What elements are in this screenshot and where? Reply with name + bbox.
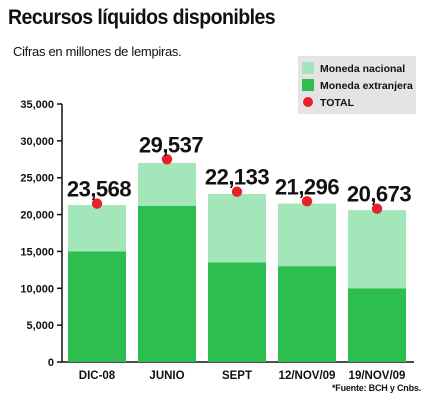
y-tick-label: 15,000 xyxy=(20,246,54,258)
y-tick-label: 30,000 xyxy=(20,136,54,148)
bar-moneda-extranjera xyxy=(138,205,196,362)
legend-box xyxy=(298,56,416,114)
y-tick-label: 5,000 xyxy=(26,320,54,332)
x-tick-label: 12/NOV/09 xyxy=(279,370,336,382)
total-point xyxy=(161,154,173,165)
chart-legend: Moneda nacional Moneda extranjera TOTAL xyxy=(298,56,416,114)
source-note: *Fuente: BCH y Cnbs. xyxy=(331,383,421,393)
x-tick-label: DIC-08 xyxy=(79,370,116,382)
bar-moneda-extranjera xyxy=(68,251,126,362)
x-tick-label: SEPT xyxy=(222,370,252,382)
legend-marker-total xyxy=(303,97,313,107)
total-label: 23,568 xyxy=(67,177,132,202)
total-point xyxy=(301,196,313,207)
bar-moneda-nacional xyxy=(278,203,336,267)
y-tick-label: 35,000 xyxy=(20,99,54,111)
y-tick-label: 25,000 xyxy=(20,173,54,185)
y-tick-label: 10,000 xyxy=(20,283,54,295)
chart-bars xyxy=(68,162,406,362)
chart-subtitle: Cifras en millones de lempiras. xyxy=(13,44,182,59)
legend-swatch xyxy=(302,62,314,74)
total-label: 29,537 xyxy=(139,132,204,157)
bar-moneda-nacional xyxy=(138,162,196,206)
total-label: 21,296 xyxy=(275,174,340,199)
total-point xyxy=(231,186,243,197)
legend-swatch xyxy=(302,79,314,91)
x-tick-label: 19/NOV/09 xyxy=(349,370,406,382)
x-tick-label: JUNIO xyxy=(149,370,184,382)
legend-label: Moneda extranjera xyxy=(320,80,413,92)
y-tick-label: 20,000 xyxy=(20,210,54,222)
bar-moneda-extranjera xyxy=(348,288,406,362)
legend-label: TOTAL xyxy=(320,97,355,109)
bar-moneda-nacional xyxy=(208,193,266,263)
total-point xyxy=(371,203,383,214)
chart-title: Recursos líquidos disponibles xyxy=(8,6,276,29)
legend-label: Moneda nacional xyxy=(320,63,405,75)
y-tick-label: 0 xyxy=(48,357,54,369)
total-label: 20,673 xyxy=(347,182,412,207)
bar-moneda-extranjera xyxy=(278,266,336,362)
bar-moneda-nacional xyxy=(348,210,406,289)
total-label: 22,133 xyxy=(205,165,270,190)
bar-moneda-extranjera xyxy=(208,262,266,362)
total-point xyxy=(91,198,103,209)
bar-moneda-nacional xyxy=(68,204,126,252)
